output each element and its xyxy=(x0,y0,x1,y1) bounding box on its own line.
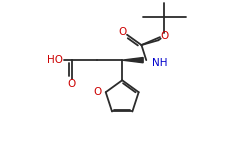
Text: NH: NH xyxy=(152,58,167,68)
Text: O: O xyxy=(118,27,126,37)
Text: O: O xyxy=(68,79,76,89)
Text: O: O xyxy=(160,31,168,41)
Text: O: O xyxy=(93,87,101,97)
Polygon shape xyxy=(122,57,143,63)
Text: HO: HO xyxy=(47,55,63,65)
